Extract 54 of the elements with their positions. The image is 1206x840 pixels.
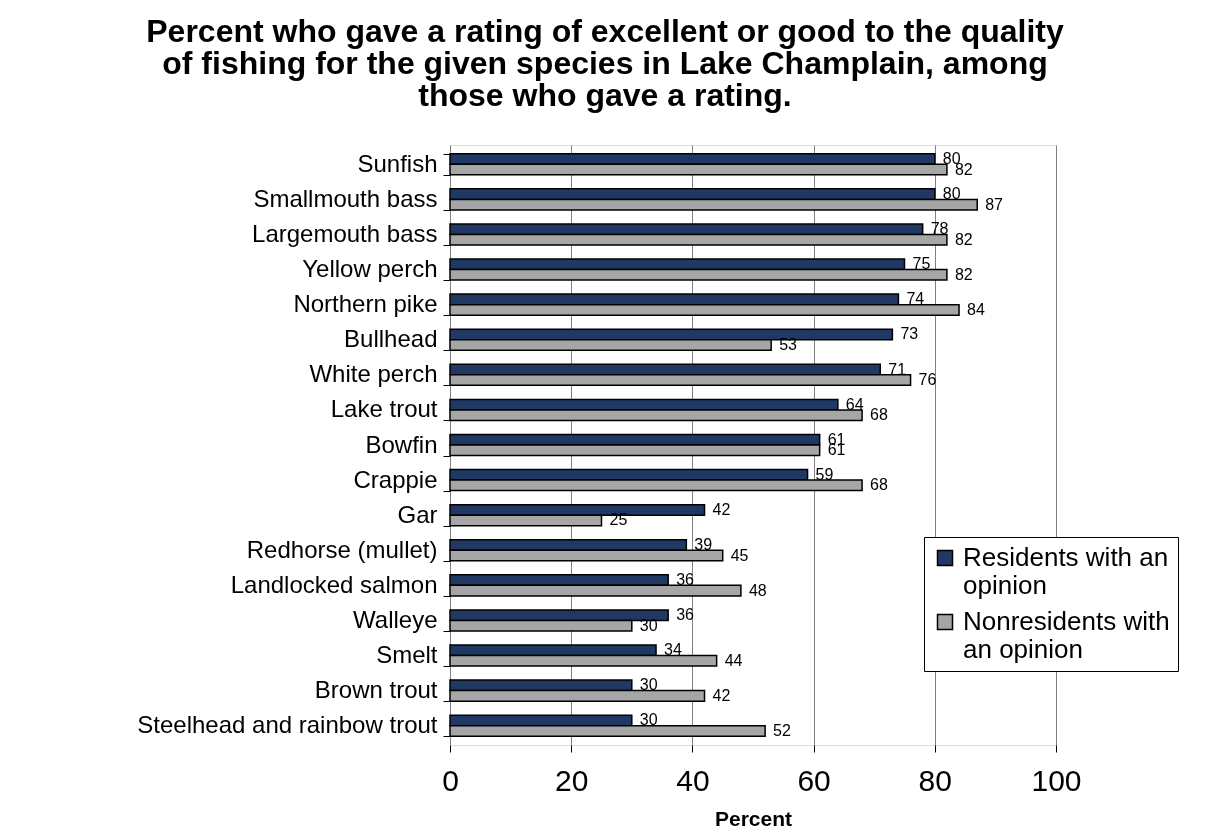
y-tick-label: Bullhead [344,325,438,353]
y-tick-label: Yellow perch [302,255,438,283]
data-label: 80 [942,185,961,203]
data-label: 82 [954,265,973,283]
data-label: 42 [712,500,731,518]
data-label: 30 [639,711,658,729]
x-tick-label: 20 [555,763,589,797]
data-label: 68 [870,406,888,424]
y-tick-label: Smelt [376,641,438,669]
data-label: 74 [906,290,925,308]
data-label: 64 [845,395,864,413]
legend-label: Nonresidents with an opinion [963,606,1170,664]
data-label: 73 [900,325,919,343]
data-label: 48 [748,581,767,599]
y-tick-label: Redhorse (mullet) [246,535,438,563]
data-label: 68 [870,476,888,494]
y-tick-label: Steelhead and rainbow trout [137,711,438,739]
data-label: 75 [912,255,931,273]
y-tick-label: Bowfin [365,430,438,458]
data-label: 78 [930,220,949,238]
data-label: 34 [664,641,682,659]
data-label: 42 [712,686,731,704]
y-tick-label: Gar [397,500,438,528]
data-label: 76 [918,371,937,389]
y-tick-label: Lake trout [330,395,438,423]
x-tick-label: 100 [1031,763,1082,797]
data-label: 30 [639,676,658,694]
data-label: 36 [676,606,695,624]
data-label: 84 [967,300,985,318]
y-tick-label: Largemouth bass [252,219,438,247]
y-tick-label: Landlocked salmon [230,570,438,598]
x-tick-label: 0 [442,763,459,797]
x-tick-label: 40 [676,763,710,797]
data-label: 39 [694,536,713,553]
data-label: 45 [730,546,749,564]
data-label: 36 [676,571,695,589]
data-label: 87 [985,195,1004,213]
y-tick-label: Brown trout [314,676,438,704]
data-label: 59 [815,465,834,483]
y-tick-label: White perch [309,360,438,388]
legend-label: Residents with an opinion [963,542,1169,600]
data-label: 25 [609,511,628,529]
data-label: 44 [724,651,743,669]
x-axis-title: Percent [714,806,793,830]
y-tick-label: Walleye [353,605,438,633]
chart-title: Percent who gave a rating of excellent or good to the quality of fishing for the given species in Lake Champlain, among those who gave a rating. [146,13,1064,113]
x-tick-label: 80 [918,763,952,797]
y-tick-label: Smallmouth bass [253,184,438,212]
data-label: 82 [954,230,973,248]
y-tick-label: Sunfish [357,149,438,177]
data-label: 52 [773,721,792,739]
y-tick-label: Crappie [353,465,438,493]
y-tick-label: Northern pike [293,290,438,318]
x-tick-label: 60 [797,763,831,797]
